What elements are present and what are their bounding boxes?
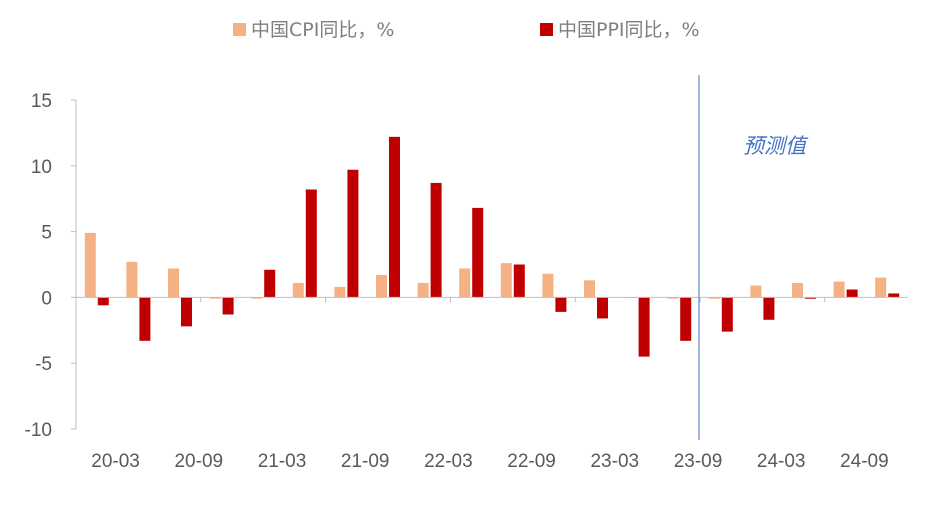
bar-cpi xyxy=(792,282,803,298)
bar-ppi xyxy=(181,297,192,327)
x-axis: 20-03 20-09 21-03 21-09 22-03 22-09 23-03 23-09… xyxy=(75,296,908,472)
bar-ppi xyxy=(305,189,317,298)
legend: 中国CPI同比，% 中国PPI同比，% xyxy=(233,19,700,41)
legend-label-ppi: 中国PPI同比，% xyxy=(558,19,700,41)
bar-ppi xyxy=(888,293,900,298)
bar-ppi xyxy=(97,297,109,306)
legend-swatch-ppi xyxy=(540,23,553,36)
legend-label-cpi: 中国CPI同比，% xyxy=(251,19,394,41)
bar-cpi xyxy=(334,286,346,298)
bar-cpi xyxy=(126,261,138,298)
bar-cpi xyxy=(584,280,595,298)
bar-ppi xyxy=(264,269,276,298)
bar-ppi xyxy=(513,264,525,298)
bar-cpi xyxy=(500,263,512,298)
bar-cpi xyxy=(459,268,471,298)
bar-ppi xyxy=(680,297,692,341)
bar-ppi xyxy=(430,182,442,298)
bar-ppi xyxy=(472,207,484,298)
bar-cpi xyxy=(708,297,720,299)
y-tick-label: 10 xyxy=(31,157,52,178)
bar-cpi xyxy=(875,277,887,298)
bar-cpi xyxy=(542,273,554,298)
y-tick-label: -10 xyxy=(25,420,52,441)
bar-cpi xyxy=(251,297,263,299)
x-tick-label: 24-03 xyxy=(757,451,806,472)
bar-cpi xyxy=(84,232,96,298)
bar-ppi xyxy=(347,169,359,298)
bar-ppi xyxy=(805,297,816,299)
x-tick-label: 22-09 xyxy=(507,451,556,472)
x-tick-label: 24-09 xyxy=(840,451,889,472)
bar-ppi xyxy=(139,297,151,341)
bar-ppi xyxy=(638,297,650,357)
bar-ppi xyxy=(222,297,234,315)
y-tick-label: 5 xyxy=(41,223,52,244)
legend-swatch-cpi xyxy=(233,23,246,36)
x-tick-label: 22-03 xyxy=(424,451,473,472)
bar-ppi xyxy=(555,297,567,312)
bar-ppi xyxy=(389,136,400,298)
y-tick-label: 15 xyxy=(31,91,52,112)
x-tick-label: 21-09 xyxy=(341,451,390,472)
bar-ppi xyxy=(763,297,775,320)
bar-cpi xyxy=(209,297,221,299)
x-tick-label: 21-03 xyxy=(258,451,307,472)
bar-cpi xyxy=(750,285,762,298)
y-axis: 15 10 5 0 -5 -10 xyxy=(25,91,77,441)
bar-cpi xyxy=(376,275,387,298)
x-tick-label: 23-09 xyxy=(674,451,723,472)
bar-ppi xyxy=(721,297,733,332)
forecast-annotation: 预测值 xyxy=(743,134,809,158)
x-tick-label: 23-03 xyxy=(590,451,639,472)
bar-cpi xyxy=(833,281,845,298)
bar-cpi xyxy=(667,297,679,299)
x-tick-label: 20-03 xyxy=(91,451,140,472)
bar-cpi xyxy=(168,268,179,298)
bar-cpi xyxy=(417,282,429,298)
y-tick-label: 0 xyxy=(41,288,52,309)
bar-ppi xyxy=(597,297,608,319)
x-tick-label: 20-09 xyxy=(174,451,223,472)
bar-cpi xyxy=(292,282,304,298)
bar-ppi xyxy=(846,289,858,298)
y-tick-label: -5 xyxy=(35,354,52,375)
bars xyxy=(84,136,900,357)
